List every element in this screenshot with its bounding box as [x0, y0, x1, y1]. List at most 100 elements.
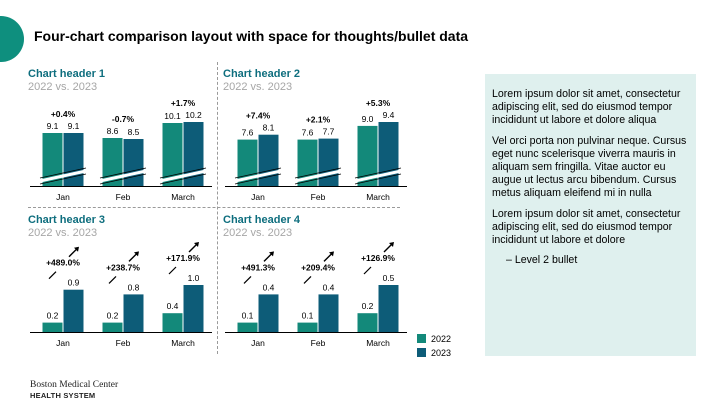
vertical-divider — [217, 62, 218, 354]
bar-2023-feb — [123, 294, 144, 332]
bar-2023-feb — [318, 138, 339, 186]
bar-2022-jan — [42, 133, 63, 186]
axis-break-line — [159, 167, 207, 179]
chart-header: Chart header 2 — [223, 68, 301, 80]
bar-2023-march — [378, 285, 399, 332]
change-label: +126.9% — [361, 253, 395, 263]
arrow-head-icon — [329, 251, 334, 257]
change-label: +7.4% — [246, 111, 271, 121]
connector-tick — [168, 266, 177, 275]
bar-2022-jan — [237, 322, 258, 332]
connector-tick — [48, 271, 57, 280]
bar-2022-march — [357, 125, 378, 186]
bar-value-label: 0.2 — [362, 301, 374, 311]
x-tick-label: Feb — [311, 338, 326, 348]
bar-value-label: 0.4 — [323, 282, 335, 292]
change-label: +489.0% — [46, 258, 80, 268]
axis-break-line — [99, 167, 147, 179]
bar-value-label: 9.4 — [383, 110, 395, 120]
bar-value-label: 0.2 — [47, 311, 59, 321]
chart-subtitle: 2022 vs. 2023 — [223, 227, 293, 239]
connector-tick — [363, 266, 372, 275]
connector-tick — [303, 275, 312, 284]
bar-value-label: 8.1 — [263, 123, 275, 133]
arrow-head-icon — [194, 242, 199, 247]
chart-panel-2: Chart header 2 2022 vs. 2023 7.6 8.1 Jan 7.… — [223, 68, 409, 208]
change-label: +238.7% — [106, 262, 140, 272]
bar-value-label: 9.1 — [68, 121, 80, 131]
bar-2022-march — [162, 123, 183, 186]
bar-value-label: 0.8 — [128, 282, 140, 292]
axis-break-band — [294, 169, 342, 183]
axis-break-band — [234, 169, 282, 183]
change-label: +1.7% — [171, 98, 196, 108]
chart-subtitle: 2022 vs. 2023 — [223, 81, 293, 93]
change-label: +0.4% — [51, 109, 76, 119]
chart-header: Chart header 3 — [28, 214, 106, 226]
x-tick-label: Feb — [116, 338, 131, 348]
chart-subtitle: 2022 vs. 2023 — [28, 227, 98, 239]
bar-value-label: 1.0 — [188, 273, 200, 283]
notes-paragraph: Vel orci porta non pulvinar neque. Cursu… — [492, 134, 687, 200]
axis-break-line — [354, 167, 402, 179]
bar-value-label: 0.4 — [167, 301, 179, 311]
change-label: +209.4% — [301, 262, 335, 272]
chart-2-svg: 7.6 8.1 Jan 7.6 7.7 Feb 9.0 9.4 March +7.4% +2.1% +… — [225, 98, 407, 202]
increase-arrow-icon — [188, 243, 198, 253]
bar-value-label: 9.1 — [47, 121, 59, 131]
notes-paragraph: Lorem ipsum dolor sit amet, consectetur … — [492, 207, 681, 247]
bar-value-label: 7.6 — [302, 128, 314, 138]
axis-break-line — [39, 167, 87, 179]
connector-tick — [108, 275, 117, 284]
increase-arrow-icon — [68, 248, 78, 258]
x-tick-label: Jan — [56, 338, 70, 348]
chart-3-svg: 0.2 0.9 Jan 0.2 0.8 Feb 0.4 1.0 March +489.0% +238… — [30, 242, 212, 348]
axis-break-line — [39, 173, 87, 185]
change-label: +2.1% — [306, 115, 331, 125]
bar-value-label: 8.6 — [107, 126, 119, 136]
change-label: +171.9% — [166, 253, 200, 263]
notes-paragraph: Lorem ipsum dolor sit amet, consectetur … — [492, 88, 681, 127]
chart-subtitle: 2022 vs. 2023 — [28, 81, 98, 93]
arrow-head-icon — [74, 246, 79, 252]
notes-level2-bullet: – Level 2 bullet — [506, 254, 578, 267]
connector-tick — [243, 275, 252, 284]
axis-break-line — [99, 173, 147, 185]
x-tick-label: Jan — [251, 338, 265, 348]
axis-break-line — [294, 167, 342, 179]
chart-panel-4: Chart header 4 2022 vs. 2023 0.1 0.4 Jan 0.… — [223, 214, 409, 354]
bar-value-label: 0.9 — [68, 278, 80, 288]
chart-1-svg: 9.1 9.1 Jan 8.6 8.5 Feb 10.1 10.2 March +0.4% -0.7… — [30, 98, 212, 202]
notes-box: Lorem ipsum dolor sit amet, consectetur … — [485, 74, 696, 356]
legend-label: 2023 — [431, 347, 452, 358]
page-title: Four-chart comparison layout with space … — [34, 28, 469, 44]
chart-header: Chart header 4 — [223, 214, 301, 226]
bar-2022-feb — [297, 322, 318, 332]
bar-value-label: 10.2 — [185, 110, 202, 120]
corner-accent-circle — [0, 16, 24, 62]
axis-break-line — [354, 173, 402, 185]
bar-2022-feb — [102, 322, 123, 332]
legend-swatch-2023 — [417, 348, 426, 357]
chart-panel-1: Chart header 1 2022 vs. 2023 9.1 9.1 Jan 8.… — [28, 68, 214, 208]
bar-2023-jan — [258, 294, 279, 332]
legend-item-2022: 2022 — [417, 332, 451, 345]
bar-value-label: 9.0 — [362, 114, 374, 124]
chart-4-svg: 0.1 0.4 Jan 0.1 0.4 Feb 0.2 0.5 March +491.3% +209… — [225, 242, 407, 348]
axis-break-band — [354, 169, 402, 183]
brand-logo: Boston Medical Center HEALTH SYSTEM — [30, 380, 118, 400]
increase-arrow-icon — [263, 252, 273, 262]
chart-panel-3: Chart header 3 2022 vs. 2023 0.2 0.9 Jan 0.… — [28, 214, 214, 354]
x-tick-label: Jan — [251, 192, 265, 202]
bar-value-label: 0.4 — [263, 282, 275, 292]
bar-value-label: 8.5 — [128, 127, 140, 137]
axis-break-line — [159, 173, 207, 185]
bar-value-label: 0.2 — [107, 311, 119, 321]
x-tick-label: Feb — [311, 192, 326, 202]
bar-2023-march — [183, 285, 204, 332]
bar-2022-march — [162, 313, 183, 332]
bar-value-label: 7.6 — [242, 128, 254, 138]
legend: 2022 2023 — [417, 332, 451, 360]
arrow-head-icon — [269, 251, 274, 257]
chart-header: Chart header 1 — [28, 68, 106, 80]
